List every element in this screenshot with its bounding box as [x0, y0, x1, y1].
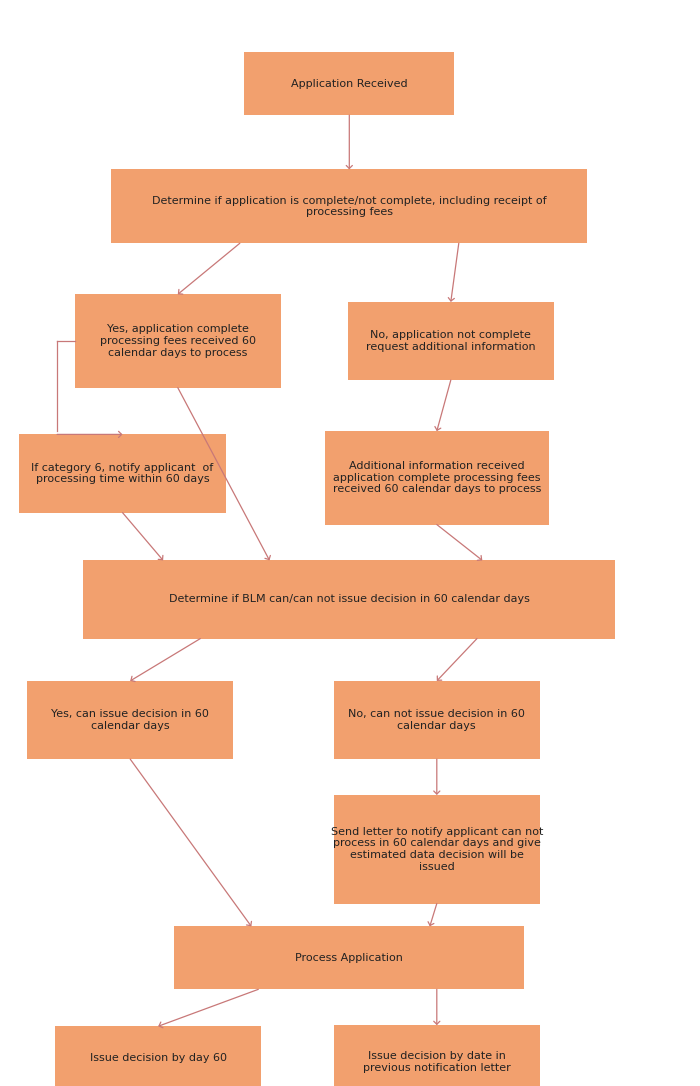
FancyBboxPatch shape	[27, 681, 234, 759]
FancyBboxPatch shape	[19, 434, 225, 513]
Text: Issue decision by date in
previous notification letter: Issue decision by date in previous notif…	[363, 1051, 511, 1073]
FancyBboxPatch shape	[55, 1026, 262, 1086]
FancyBboxPatch shape	[334, 795, 540, 904]
FancyBboxPatch shape	[83, 560, 615, 639]
Text: Application Received: Application Received	[291, 78, 407, 89]
Text: If category 6, notify applicant  of
processing time within 60 days: If category 6, notify applicant of proce…	[32, 463, 214, 484]
Text: Additional information received
application complete processing fees
received 60: Additional information received applicat…	[332, 462, 541, 494]
Text: Yes, can issue decision in 60
calendar days: Yes, can issue decision in 60 calendar d…	[51, 709, 209, 731]
Text: No, can not issue decision in 60
calendar days: No, can not issue decision in 60 calenda…	[349, 709, 525, 731]
Text: Send letter to notify applicant can not
process in 60 calendar days and give
est: Send letter to notify applicant can not …	[330, 826, 543, 872]
FancyBboxPatch shape	[75, 294, 281, 388]
FancyBboxPatch shape	[111, 169, 587, 243]
Text: Determine if BLM can/can not issue decision in 60 calendar days: Determine if BLM can/can not issue decis…	[169, 594, 530, 605]
Text: No, application not complete
request additional information: No, application not complete request add…	[366, 330, 536, 352]
FancyBboxPatch shape	[325, 431, 549, 525]
Text: Issue decision by day 60: Issue decision by day 60	[90, 1052, 227, 1063]
FancyBboxPatch shape	[334, 681, 540, 759]
FancyBboxPatch shape	[334, 1025, 540, 1086]
Text: Process Application: Process Application	[295, 952, 403, 963]
FancyBboxPatch shape	[174, 926, 524, 989]
Text: Determine if application is complete/not complete, including receipt of
processi: Determine if application is complete/not…	[152, 195, 547, 217]
FancyBboxPatch shape	[347, 302, 554, 380]
Text: Yes, application complete
processing fees received 60
calendar days to process: Yes, application complete processing fee…	[100, 325, 256, 357]
FancyBboxPatch shape	[244, 52, 454, 115]
